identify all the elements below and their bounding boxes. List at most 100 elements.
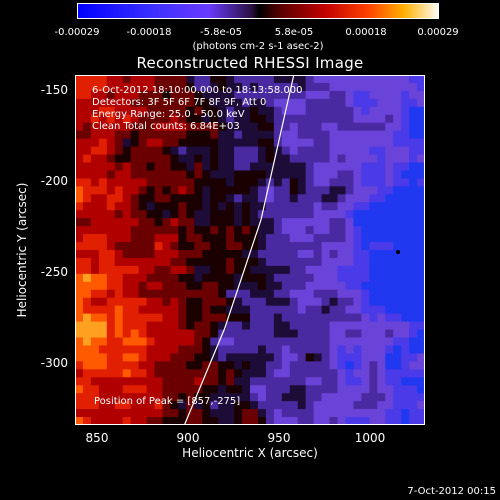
- heatmap-cell: [210, 210, 219, 219]
- heatmap-cell: [178, 202, 187, 211]
- heatmap-cell: [170, 377, 179, 386]
- heatmap-cell: [369, 226, 378, 235]
- heatmap-cell: [281, 218, 291, 227]
- heatmap-cell: [273, 146, 283, 156]
- heatmap-cell: [329, 385, 338, 394]
- heatmap-cell: [345, 369, 354, 378]
- heatmap-cell: [242, 273, 251, 283]
- heatmap-cell: [369, 218, 378, 227]
- heatmap-cell: [210, 90, 219, 100]
- heatmap-cell: [146, 178, 156, 187]
- heatmap-cell: [234, 218, 243, 227]
- heatmap-cell: [234, 289, 243, 299]
- heatmap-cell: [138, 98, 148, 108]
- heatmap-cell: [170, 385, 179, 394]
- heatmap-cell: [130, 321, 140, 331]
- heatmap-cell: [289, 361, 299, 370]
- heatmap-cell: [257, 194, 267, 203]
- heatmap-cell: [98, 186, 108, 195]
- heatmap-cell: [305, 186, 315, 195]
- heatmap-cell: [122, 186, 132, 195]
- heatmap-cell: [146, 393, 156, 402]
- heatmap-cell: [409, 106, 418, 116]
- heatmap-cell: [321, 289, 331, 299]
- heatmap-cell: [226, 98, 235, 108]
- heatmap-cell: [178, 345, 187, 354]
- heatmap-cell: [242, 385, 251, 394]
- heatmap-cell: [90, 146, 100, 156]
- heatmap-cell: [257, 329, 267, 338]
- heatmap-cell: [242, 226, 251, 235]
- heatmap-cell: [369, 146, 378, 156]
- heatmap-cell: [106, 345, 116, 354]
- heatmap-cell: [98, 297, 108, 307]
- heatmap-cell: [130, 353, 140, 362]
- heatmap-cell: [90, 393, 100, 402]
- heatmap-cell: [401, 369, 410, 378]
- heatmap-cell: [385, 329, 394, 338]
- heatmap-cell: [106, 361, 116, 370]
- heatmap-cell: [377, 234, 386, 243]
- heatmap-cell: [114, 194, 124, 203]
- heatmap-cell: [234, 250, 243, 259]
- heatmap-cell: [186, 122, 195, 132]
- heatmap-cell: [369, 305, 378, 315]
- heatmap-cell: [218, 146, 227, 156]
- heatmap-cell: [234, 170, 243, 179]
- heatmap-cell: [345, 186, 354, 195]
- heatmap-cell: [297, 218, 307, 227]
- heatmap-cell: [273, 289, 283, 299]
- heatmap-cell: [353, 146, 362, 156]
- heatmap-cell: [170, 353, 179, 362]
- heatmap-cell: [257, 106, 267, 116]
- heatmap-cell: [218, 361, 227, 370]
- heatmap-cell: [297, 146, 307, 156]
- heatmap-cell: [345, 114, 354, 124]
- heatmap-cell: [273, 130, 283, 140]
- heatmap-cell: [345, 329, 354, 338]
- heatmap-cell: [393, 178, 402, 187]
- heatmap-cell: [194, 265, 203, 275]
- heatmap-cell: [337, 178, 346, 187]
- heatmap-cell: [409, 289, 418, 299]
- heatmap-cell: [162, 82, 171, 92]
- heatmap-cell: [321, 369, 331, 378]
- heatmap-cell: [321, 146, 331, 156]
- heatmap-cell: [297, 353, 307, 362]
- heatmap-cell: [122, 289, 132, 299]
- heatmap-cell: [98, 265, 108, 275]
- heatmap-cell: [90, 202, 100, 211]
- heatmap-cell: [337, 281, 346, 291]
- heatmap-cell: [178, 154, 187, 163]
- heatmap-cell: [409, 250, 418, 259]
- heatmap-cell: [122, 210, 132, 219]
- heatmap-cell: [257, 146, 267, 156]
- heatmap-cell: [146, 90, 156, 100]
- heatmap-cell: [281, 305, 291, 315]
- heatmap-cell: [289, 194, 299, 203]
- heatmap-cell: [114, 146, 124, 156]
- heatmap-cell: [273, 162, 283, 171]
- heatmap-cell: [313, 75, 323, 84]
- heatmap-cell: [401, 138, 410, 148]
- heatmap-cell: [186, 82, 195, 92]
- heatmap-cell: [114, 377, 124, 386]
- heatmap-cell: [130, 385, 140, 394]
- heatmap-cell: [82, 234, 92, 243]
- heatmap-cell: [202, 273, 211, 283]
- heatmap-cell: [218, 218, 227, 227]
- heatmap-cell: [369, 369, 378, 378]
- heatmap-cell: [218, 265, 227, 275]
- heatmap-cell: [265, 154, 275, 163]
- heatmap-cell: [82, 122, 92, 132]
- heatmap-cell: [186, 329, 195, 338]
- heatmap-cell: [257, 226, 267, 235]
- heatmap-cell: [194, 417, 203, 425]
- heatmap-cell: [98, 218, 108, 227]
- heatmap-cell: [321, 417, 331, 425]
- heatmap-cell: [369, 75, 378, 84]
- heatmap-cell: [75, 250, 84, 259]
- heatmap-cell: [202, 305, 211, 315]
- heatmap-cell: [329, 257, 338, 267]
- heatmap-cell: [146, 234, 156, 243]
